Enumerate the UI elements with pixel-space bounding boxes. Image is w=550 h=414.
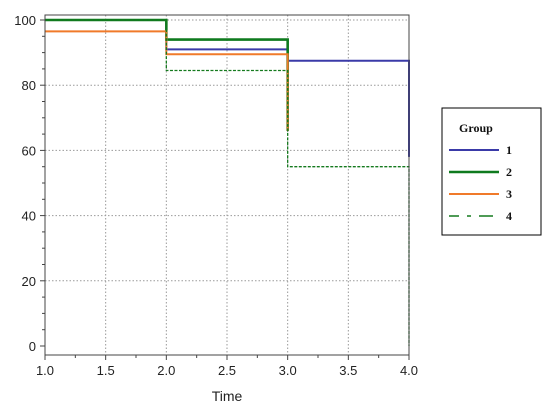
legend: Group 1 2 3 4 xyxy=(441,107,542,236)
x-tick-label: 1.0 xyxy=(36,363,54,378)
x-tick-label: 2.5 xyxy=(218,363,236,378)
axis-ticks xyxy=(40,19,410,360)
legend-label-4: 4 xyxy=(506,209,512,223)
legend-items: 1 2 3 4 xyxy=(449,143,512,223)
series-line-3 xyxy=(45,30,289,131)
x-tick-label: 4.0 xyxy=(400,363,418,378)
x-tick-label: 3.0 xyxy=(279,363,297,378)
y-tick-label: 60 xyxy=(22,143,36,158)
y-tick-label: 0 xyxy=(29,339,36,354)
x-axis-title: Time xyxy=(212,388,243,404)
y-tick-labels: 0 20 40 60 80 100 xyxy=(14,13,36,354)
y-tick-label: 40 xyxy=(22,209,36,224)
legend-label-1: 1 xyxy=(506,143,512,157)
x-tick-label: 2.0 xyxy=(157,363,175,378)
legend-label-3: 3 xyxy=(506,187,512,201)
grid-lines xyxy=(45,15,409,355)
y-tick-label: 20 xyxy=(22,274,36,289)
x-tick-label: 3.5 xyxy=(339,363,357,378)
x-tick-label: 1.5 xyxy=(97,363,115,378)
y-tick-label: 80 xyxy=(22,78,36,93)
plot-frame xyxy=(44,14,410,356)
x-tick-labels: 1.0 1.5 2.0 2.5 3.0 3.5 4.0 xyxy=(36,363,418,378)
legend-label-2: 2 xyxy=(506,165,512,179)
y-tick-label: 100 xyxy=(14,13,36,28)
legend-title: Group xyxy=(459,121,493,135)
